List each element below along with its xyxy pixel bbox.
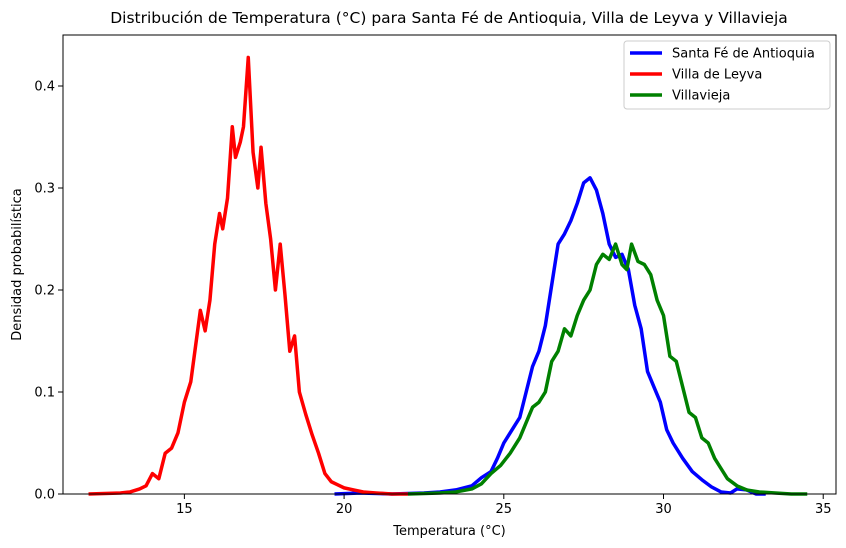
- legend-box: [623, 40, 831, 110]
- series-line-1: [88, 55, 408, 496]
- y-axis-label: Densidad probabilística: [10, 188, 25, 340]
- plot-frame: [62, 34, 837, 495]
- x-axis-label: Temperatura (°C): [392, 524, 505, 539]
- y-tick-label-2: 0.2: [34, 284, 55, 299]
- y-tick-label-1: 0.1: [34, 386, 55, 401]
- x-tick-label-3: 30: [655, 502, 672, 517]
- x-tick-label-1: 20: [336, 502, 353, 517]
- chart-title: Distribución de Temperatura (°C) para Sa…: [110, 9, 788, 27]
- legend-label-0: Santa Fé de Antioquia: [672, 47, 815, 62]
- series-line-0: [334, 176, 766, 496]
- x-tick-label-0: 15: [176, 502, 193, 517]
- x-tick-label-4: 35: [815, 502, 832, 517]
- x-tick-label-2: 25: [496, 502, 513, 517]
- legend-label-1: Villa de Leyva: [672, 68, 762, 83]
- legend-label-2: Villavieja: [672, 89, 730, 104]
- y-tick-label-0: 0.0: [34, 488, 55, 503]
- ticks-layer: 15 20 25 30 35 0.0 0.1 0.2 0.3 0.4: [34, 80, 831, 518]
- series-line-2: [407, 242, 808, 496]
- legend: Santa Fé de Antioquia Villa de Leyva Villa…: [623, 40, 831, 110]
- y-tick-label-4: 0.4: [34, 80, 55, 95]
- series-layer: [88, 55, 808, 496]
- y-tick-label-3: 0.3: [34, 182, 55, 197]
